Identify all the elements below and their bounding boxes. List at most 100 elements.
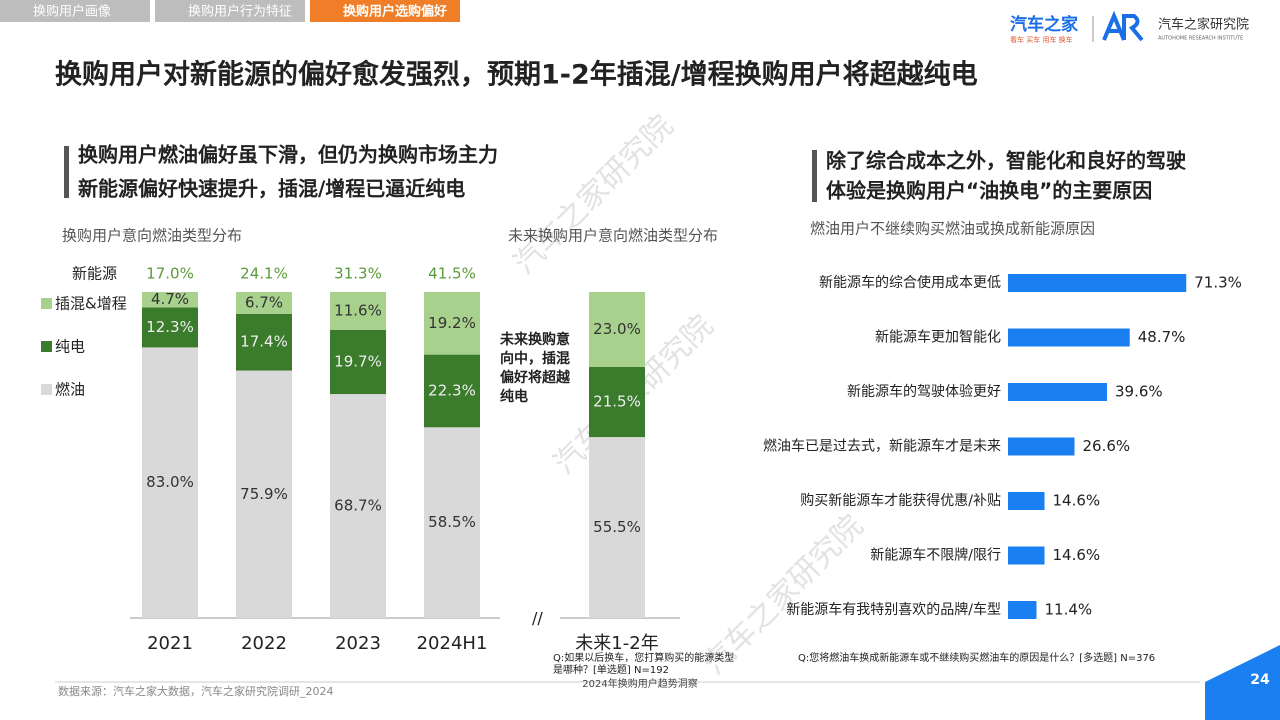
- tab[interactable]: [155, 0, 305, 22]
- institute-en: AUTOHOME RESEARCH INSTITUTE: [1158, 36, 1243, 42]
- value-label: 22.3%: [428, 381, 476, 399]
- bar-segment: [589, 437, 645, 618]
- chart-title: 燃油用户不继续购买燃油或换成新能源原因: [810, 220, 1095, 238]
- annotation: 未来换购意: [500, 331, 570, 348]
- value-label: 12.3%: [146, 318, 194, 336]
- value-label: 75.9%: [240, 485, 288, 503]
- note: 是哪种？[单选题] N=192: [553, 663, 669, 676]
- annotation: 纯电: [500, 388, 528, 405]
- tagline: 看车 买车 用车 换车: [1010, 35, 1073, 44]
- y-tick-label: 新能源车不限牌/限行: [870, 547, 1001, 564]
- chart-title: 换购用户意向燃油类型分布: [62, 227, 242, 245]
- legend-swatch: [41, 341, 52, 352]
- legend-label: 插混&增程: [55, 295, 127, 313]
- y-tick-label: 燃油车已是过去式，新能源车才是未来: [763, 438, 1001, 455]
- y-tick-label: 购买新能源车才能获得优惠/补贴: [800, 492, 1001, 509]
- subtitle: 除了综合成本之外，智能化和良好的驾驶: [826, 149, 1186, 173]
- note: Q:您将燃油车换成新能源车或不继续购买燃油车的原因是什么？[多选题] N=376: [798, 651, 1155, 664]
- ar-logo: [1102, 10, 1144, 42]
- legend-swatch: [41, 384, 52, 395]
- tab[interactable]: [0, 0, 150, 22]
- axis-break: //: [532, 609, 543, 628]
- subtitle: 新能源偏好快速提升，插混/增程已逼近纯电: [78, 177, 465, 201]
- accent-bar: [812, 150, 817, 202]
- bar-segment: [236, 313, 292, 371]
- bar: [1008, 383, 1107, 401]
- bar-segment: [330, 292, 386, 330]
- y-tick-label: 新能源车的驾驶体验更好: [847, 383, 1001, 400]
- value-label: 11.4%: [1045, 601, 1093, 619]
- bar-segment: [424, 292, 480, 355]
- bar: [1008, 328, 1130, 347]
- y-tick-label: 新能源车有我特别喜欢的品牌/车型: [786, 601, 1001, 618]
- value-label: 11.6%: [334, 301, 382, 319]
- y-tick-label: 新能源车更加智能化: [875, 329, 1001, 346]
- value-label: 19.2%: [428, 314, 476, 332]
- value-label: 39.6%: [1115, 383, 1163, 401]
- legend-label: 纯电: [55, 338, 85, 356]
- subtitle: 体验是换购用户“油换电”的主要原因: [826, 179, 1152, 203]
- value-label: 4.7%: [151, 290, 189, 308]
- total-label: 41.5%: [428, 265, 476, 283]
- y-tick-label: 新能源车的综合使用成本更低: [819, 274, 1001, 291]
- x-tick-label: 2022: [241, 633, 287, 654]
- annotation: 偏好将超越: [500, 369, 571, 386]
- source: 数据来源：汽车之家大数据，汽车之家研究院调研_2024: [58, 684, 334, 698]
- note: Q:如果以后换车，您打算购买的能源类型: [553, 651, 734, 664]
- subtitle: 换购用户燃油偏好虽下滑，但仍为换购市场主力: [78, 143, 498, 167]
- bar-segment: [330, 329, 386, 395]
- value-label: 19.7%: [334, 352, 382, 370]
- tab-label: 换购用户选购偏好: [343, 4, 447, 20]
- value-label: 26.6%: [1083, 437, 1131, 455]
- bar: [1008, 437, 1075, 456]
- legend-swatch: [41, 298, 52, 309]
- page-badge: [1205, 645, 1280, 720]
- total-name: 新能源: [72, 265, 117, 283]
- total-label: 31.3%: [334, 265, 382, 283]
- total-label: 24.1%: [240, 265, 288, 283]
- value-label: 23.0%: [593, 320, 641, 338]
- institute: 汽车之家研究院: [1158, 17, 1249, 33]
- tab-label: 换购用户画像: [33, 4, 111, 20]
- bar-segment: [236, 292, 292, 314]
- value-label: 6.7%: [245, 293, 283, 311]
- x-tick-label: 2023: [335, 633, 381, 654]
- value-label: 71.3%: [1194, 274, 1242, 292]
- x-tick-label: 未来1-2年: [575, 633, 658, 654]
- page-number: 24: [1250, 672, 1270, 688]
- bar: [1008, 492, 1045, 510]
- value-label: 55.5%: [593, 518, 641, 536]
- bar: [1008, 546, 1045, 565]
- brand: 汽车之家: [1010, 14, 1078, 35]
- slide-title: 换购用户对新能源的偏好愈发强烈，预期1-2年插混/增程换购用户将超越纯电: [55, 59, 978, 91]
- tab-label: 换购用户行为特征: [188, 4, 292, 20]
- watermark: 汽车之家研究院: [507, 108, 680, 281]
- bar-segment: [424, 354, 480, 428]
- bar-segment: [142, 292, 198, 308]
- value-label: 14.6%: [1053, 492, 1101, 510]
- accent-bar: [64, 146, 69, 198]
- x-tick-label: 2024H1: [417, 633, 488, 654]
- value-label: 58.5%: [428, 513, 476, 531]
- bar-segment: [589, 292, 645, 367]
- value-label: 48.7%: [1138, 328, 1186, 346]
- bar-segment: [236, 370, 292, 618]
- bar: [1008, 274, 1187, 292]
- x-tick-label: 2021: [147, 633, 193, 654]
- total-label: 17.0%: [146, 265, 194, 283]
- annotation: 向中，插混: [500, 350, 570, 367]
- value-label: 83.0%: [146, 473, 194, 491]
- legend-label: 燃油: [55, 381, 85, 399]
- value-label: 17.4%: [240, 333, 288, 351]
- bar-segment: [142, 347, 198, 618]
- bar-segment: [142, 307, 198, 348]
- chart-title: 未来换购用户意向燃油类型分布: [508, 227, 718, 245]
- value-label: 68.7%: [334, 497, 382, 515]
- value-label: 21.5%: [593, 393, 641, 411]
- bar-segment: [589, 366, 645, 438]
- bar: [1008, 601, 1037, 619]
- bar-segment: [424, 427, 480, 618]
- tab[interactable]: [310, 0, 460, 22]
- report: 2024年换购用户趋势洞察: [582, 677, 697, 690]
